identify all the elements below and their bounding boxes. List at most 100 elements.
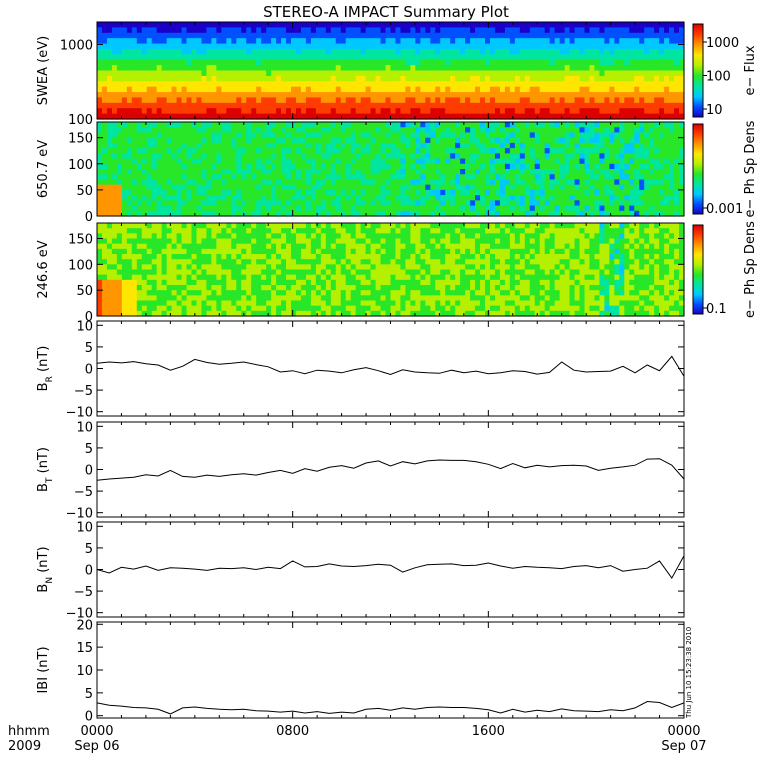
heatmap-cell — [281, 86, 287, 93]
heatmap-cell — [97, 158, 103, 165]
heatmap-cell — [554, 158, 561, 165]
heatmap-cell — [395, 174, 402, 181]
heatmap-cell — [455, 43, 461, 50]
heatmap-cell — [171, 148, 178, 154]
heatmap-cell — [455, 127, 461, 134]
heatmap-cell — [679, 148, 685, 154]
heatmap-cell — [131, 259, 138, 265]
heatmap-cell — [624, 174, 630, 181]
heatmap-cell — [206, 81, 213, 88]
heatmap-cell — [415, 70, 421, 77]
heatmap-cell — [614, 205, 620, 212]
heatmap-cell — [584, 174, 591, 181]
heatmap-cell — [435, 179, 441, 186]
heatmap-cell — [504, 127, 511, 134]
heatmap-cell — [494, 210, 501, 217]
heatmap-cell — [171, 43, 178, 50]
heatmap-cell — [97, 174, 103, 181]
heatmap-cell — [679, 153, 685, 160]
heatmap-cell — [181, 189, 188, 196]
heatmap-cell — [126, 274, 133, 281]
heatmap-cell — [504, 179, 511, 186]
heatmap-cell — [644, 59, 650, 66]
heatmap-cell — [166, 142, 173, 149]
heatmap-cell — [629, 195, 635, 201]
heatmap-cell — [435, 174, 441, 181]
heatmap-cell — [669, 174, 675, 181]
heatmap-cell — [390, 92, 397, 99]
heatmap-cell — [291, 189, 297, 196]
heatmap-cell — [390, 132, 397, 139]
heatmap-cell — [176, 269, 183, 276]
heatmap-cell — [315, 75, 322, 82]
heatmap-cell — [261, 97, 267, 104]
heatmap-cell — [325, 205, 332, 212]
heatmap-cell — [286, 113, 292, 120]
heatmap-cell — [106, 38, 113, 45]
heatmap-cell — [489, 43, 496, 50]
heatmap-cell — [126, 153, 133, 160]
heatmap-cell — [609, 158, 615, 165]
heatmap-cell — [246, 264, 252, 271]
heatmap-cell — [420, 81, 426, 88]
heatmap-cell — [325, 48, 332, 55]
heatmap-cell — [216, 264, 222, 271]
heatmap-cell — [634, 54, 640, 61]
heatmap-cell — [509, 132, 516, 139]
heatmap-cell — [350, 59, 357, 66]
heatmap-cell — [201, 310, 208, 317]
heatmap-cell — [599, 132, 605, 139]
heatmap-cell — [544, 142, 551, 149]
heatmap-cell — [156, 184, 163, 191]
heatmap-cell — [146, 179, 153, 186]
heatmap-cell — [360, 113, 367, 120]
heatmap-cell — [241, 43, 247, 50]
heatmap-cell — [101, 259, 108, 265]
heatmap-cell — [390, 210, 397, 217]
heatmap-cell — [584, 59, 591, 66]
heatmap-cell — [529, 169, 536, 175]
heatmap-cell — [554, 184, 561, 191]
heatmap-cell — [236, 300, 242, 307]
heatmap-cell — [470, 22, 476, 28]
heatmap-cell — [191, 238, 198, 245]
heatmap-cell — [266, 38, 272, 45]
heatmap-cell — [664, 65, 670, 72]
heatmap-cell — [644, 86, 650, 93]
heatmap-cell — [634, 153, 640, 160]
heatmap-cell — [295, 184, 302, 191]
heatmap-cell — [574, 148, 581, 154]
heatmap-cell — [266, 59, 272, 66]
heatmap-cell — [634, 142, 640, 149]
heatmap-cell — [410, 48, 416, 55]
heatmap-cell — [489, 108, 496, 115]
heatmap-cell — [654, 22, 660, 28]
heatmap-cell — [241, 195, 247, 201]
heatmap-cell — [161, 59, 168, 66]
heatmap-cell — [589, 189, 596, 196]
heatmap-cell — [669, 205, 675, 212]
heatmap-cell — [171, 228, 178, 234]
heatmap-cell — [549, 205, 556, 212]
heatmap-cell — [196, 205, 203, 212]
heatmap-cell — [619, 113, 625, 120]
heatmap-cell — [106, 195, 113, 201]
heatmap-cell — [186, 158, 193, 165]
heatmap-cell — [97, 285, 103, 291]
heatmap-cell — [320, 195, 327, 201]
heatmap-cell — [654, 97, 660, 104]
heatmap-cell — [171, 210, 178, 217]
heatmap-cell — [465, 122, 471, 128]
heatmap-cell — [430, 179, 436, 186]
heatmap-cell — [435, 27, 441, 34]
heatmap-cell — [420, 32, 426, 39]
heatmap-cell — [315, 81, 322, 88]
heatmap-cell — [191, 310, 198, 317]
heatmap-cell — [340, 70, 347, 77]
heatmap-cell — [494, 97, 501, 104]
heatmap-cell — [654, 174, 660, 181]
heatmap-cell — [276, 54, 282, 61]
heatmap-cell — [679, 132, 685, 139]
heatmap-cell — [425, 75, 431, 82]
heatmap-cell — [519, 22, 526, 28]
